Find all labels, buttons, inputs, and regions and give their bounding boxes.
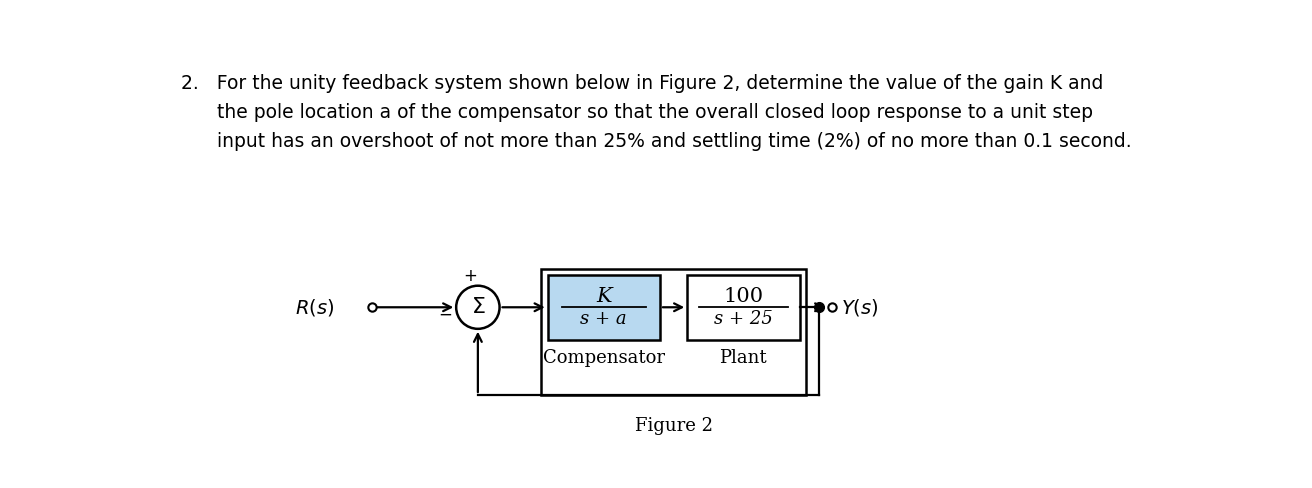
Text: Plant: Plant [719, 349, 768, 367]
Text: Compensator: Compensator [543, 349, 665, 367]
Text: +: + [463, 267, 478, 285]
Bar [687, 275, 799, 340]
Bar [542, 269, 806, 395]
Text: $-$: $-$ [438, 305, 453, 323]
Bar [547, 275, 660, 340]
Text: $\Sigma$: $\Sigma$ [471, 297, 485, 317]
Text: 100: 100 [723, 287, 764, 306]
Text: K: K [596, 287, 611, 306]
Text: Figure 2: Figure 2 [635, 417, 712, 435]
Text: 2.   For the unity feedback system shown below in Figure 2, determine the value : 2. For the unity feedback system shown b… [181, 74, 1103, 93]
Text: $R(s)$: $R(s)$ [295, 297, 335, 318]
Text: input has an overshoot of not more than 25% and settling time (2%) of no more th: input has an overshoot of not more than … [181, 132, 1132, 151]
Text: s + a: s + a [580, 310, 627, 328]
Text: the pole location a of the compensator so that the overall closed loop response : the pole location a of the compensator s… [181, 103, 1093, 122]
Circle shape [457, 285, 500, 329]
Text: $Y(s)$: $Y(s)$ [841, 297, 879, 318]
Text: s + 25: s + 25 [714, 310, 773, 328]
